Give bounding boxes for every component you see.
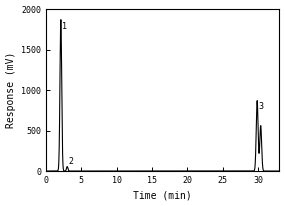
X-axis label: Time (min): Time (min) [133, 190, 192, 200]
Text: 2: 2 [68, 157, 73, 166]
Text: 1: 1 [62, 22, 67, 31]
Y-axis label: Response (mV): Response (mV) [5, 52, 16, 128]
Text: 3: 3 [258, 102, 263, 111]
